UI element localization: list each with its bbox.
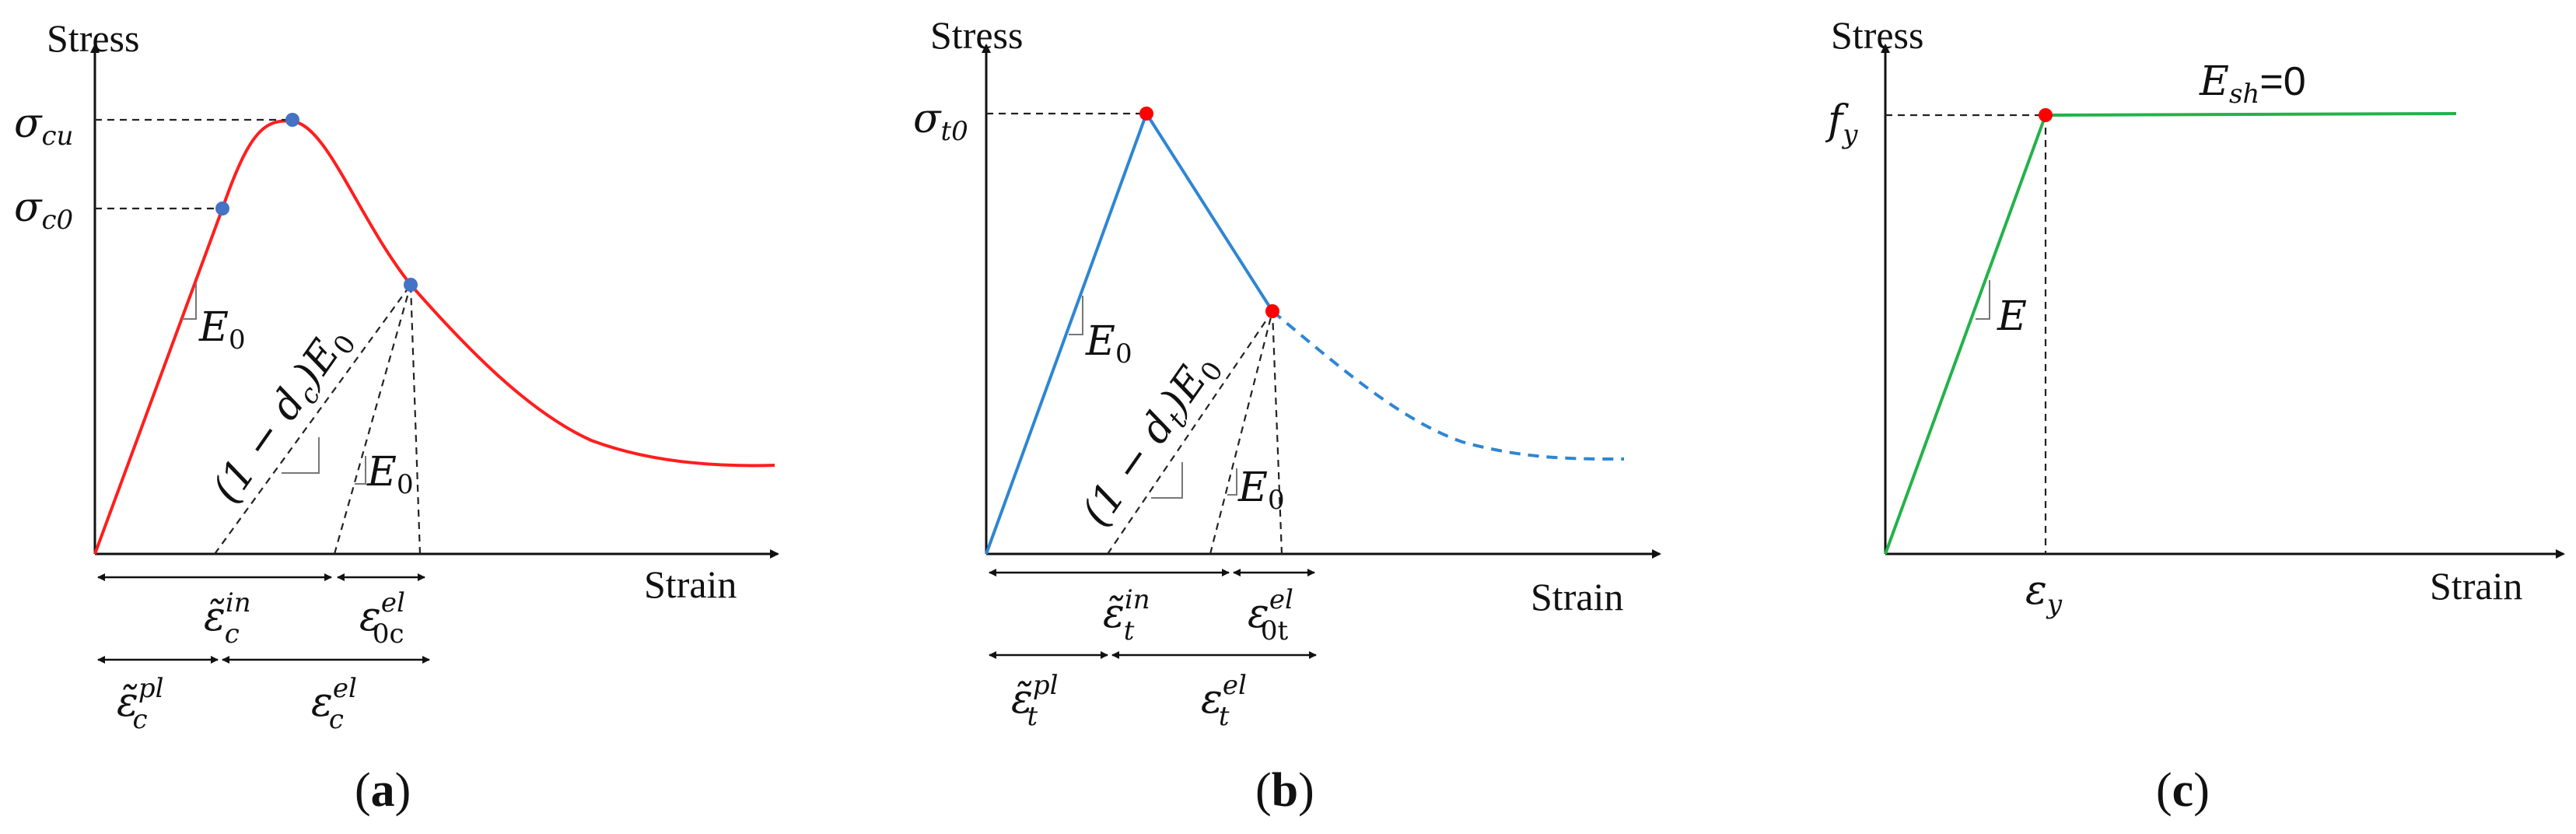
panel-a-x-axis-label: Strain bbox=[644, 562, 737, 606]
panel-a-e0-label: E0 bbox=[198, 304, 246, 356]
panel-b: Stress Strain σt0 E0 E0 (1 − dt)E0 bbox=[913, 13, 1661, 817]
panel-a-vertical-guide bbox=[409, 284, 422, 555]
panel-b-eps-pl-label: ε̃pl t bbox=[1011, 670, 1059, 732]
panel-c-steel-curve bbox=[1884, 112, 2457, 555]
panel-a-damaged-slope-triangle bbox=[282, 437, 320, 474]
panel-a-yield-point bbox=[215, 201, 229, 216]
panel-a: Stress Strain σcu σc0 E0 E0 (1 bbox=[14, 16, 779, 817]
panel-a-compression-curve bbox=[93, 119, 775, 555]
panel-a-e0b-label: E0 bbox=[366, 449, 414, 500]
panel-a-eps-el-label: εel c bbox=[311, 673, 357, 735]
panel-a-elastic-unload-line bbox=[333, 284, 412, 555]
panel-b-damaged-slope-triangle bbox=[1151, 462, 1183, 499]
panel-b-sigma-t0-label: σt0 bbox=[913, 96, 968, 147]
panel-b-peak-point bbox=[1139, 107, 1153, 121]
panel-c: Stress Strain fy E Esh=0 εy (c) bbox=[1825, 13, 2565, 817]
panel-a-e0-slope-triangle bbox=[182, 283, 197, 320]
panel-c-y-axis-label: Stress bbox=[1831, 13, 1923, 57]
panel-b-damaged-modulus-label: (1 − dt)E0 bbox=[1073, 345, 1229, 538]
panel-a-sigma-c0-label: σc0 bbox=[14, 184, 73, 236]
panel-a-eps-in-label: ε̃in c bbox=[204, 587, 251, 650]
panel-b-e0-label: E0 bbox=[1085, 318, 1132, 370]
panel-b-eps-el-label: εel t bbox=[1201, 670, 1247, 732]
panel-a-damaged-unload-line bbox=[214, 284, 411, 555]
panel-c-e-slope-triangle bbox=[1976, 280, 1990, 320]
panel-c-e-label: E bbox=[1997, 293, 2027, 340]
panel-a-eps-0el-label: εel 0c bbox=[359, 587, 405, 650]
panel-a-y-axis-label: Stress bbox=[47, 16, 139, 60]
panel-b-unload-point bbox=[1265, 304, 1279, 318]
panel-b-elastic-unload-line bbox=[1209, 310, 1274, 555]
panel-c-fy-label: fy bbox=[1825, 97, 1858, 150]
panel-b-e0-slope-triangle bbox=[1069, 296, 1083, 335]
panel-c-x-axis-label: Strain bbox=[2430, 564, 2522, 608]
panel-a-elastic-slope-triangle bbox=[355, 456, 366, 485]
panel-b-e0b-label: E0 bbox=[1237, 464, 1285, 516]
panel-c-yield-point bbox=[2039, 108, 2053, 122]
panel-b-vertical-guide bbox=[1271, 310, 1283, 555]
panel-a-eps-pl-label: ε̃pl c bbox=[117, 673, 164, 735]
panel-a-unload-point bbox=[404, 278, 418, 292]
panel-c-eps-y-label: εy bbox=[2025, 567, 2063, 620]
panel-b-softening-tail bbox=[1271, 310, 1625, 461]
panel-a-caption: (a) bbox=[355, 764, 411, 817]
panel-b-elastic-slope-triangle bbox=[1227, 468, 1237, 496]
panel-b-x-axis-label: Strain bbox=[1531, 575, 1623, 618]
panel-b-caption: (b) bbox=[1255, 764, 1314, 817]
panel-a-peak-point bbox=[285, 113, 299, 127]
panel-a-sigma-cu-label: σcu bbox=[14, 100, 73, 152]
panel-b-eps-in-label: ε̃in t bbox=[1103, 584, 1150, 647]
panel-b-eps-0el-label: εel 0t bbox=[1248, 584, 1293, 647]
panel-c-esh-label: Esh=0 bbox=[2199, 58, 2306, 110]
panel-b-y-axis-label: Stress bbox=[930, 13, 1023, 57]
panel-c-caption: (c) bbox=[2156, 764, 2210, 817]
